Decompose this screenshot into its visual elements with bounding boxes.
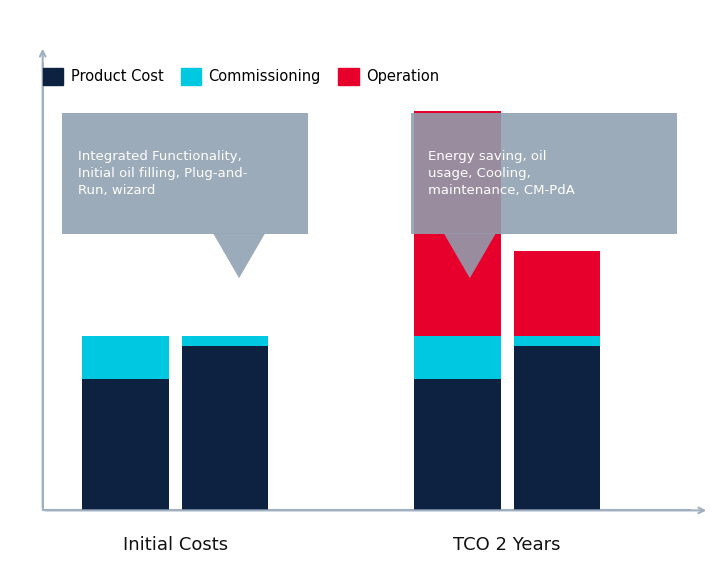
Bar <box>415 379 501 510</box>
Text: Integrated Functionality,
Initial oil filling, Plug-and-
Run, wizard: Integrated Functionality, Initial oil fi… <box>78 150 247 197</box>
Bar <box>182 346 268 510</box>
Text: Initial Costs: Initial Costs <box>123 536 228 554</box>
FancyBboxPatch shape <box>62 113 308 234</box>
Bar <box>514 346 600 510</box>
Polygon shape <box>444 234 496 278</box>
Bar <box>82 379 169 510</box>
Bar <box>415 111 501 336</box>
Legend: Product Cost, Commissioning, Operation: Product Cost, Commissioning, Operation <box>37 62 445 90</box>
Bar <box>514 251 600 335</box>
Text: Reducing Total Cost of Ownership: Reducing Total Cost of Ownership <box>105 17 606 44</box>
Bar <box>82 336 169 379</box>
Text: Energy saving, oil
usage, Cooling,
maintenance, CM-PdA: Energy saving, oil usage, Cooling, maint… <box>427 150 574 197</box>
Text: TCO 2 Years: TCO 2 Years <box>454 536 561 554</box>
Bar <box>182 335 268 346</box>
Bar <box>514 335 600 346</box>
FancyBboxPatch shape <box>412 113 677 234</box>
Polygon shape <box>213 234 265 278</box>
Bar <box>415 336 501 379</box>
